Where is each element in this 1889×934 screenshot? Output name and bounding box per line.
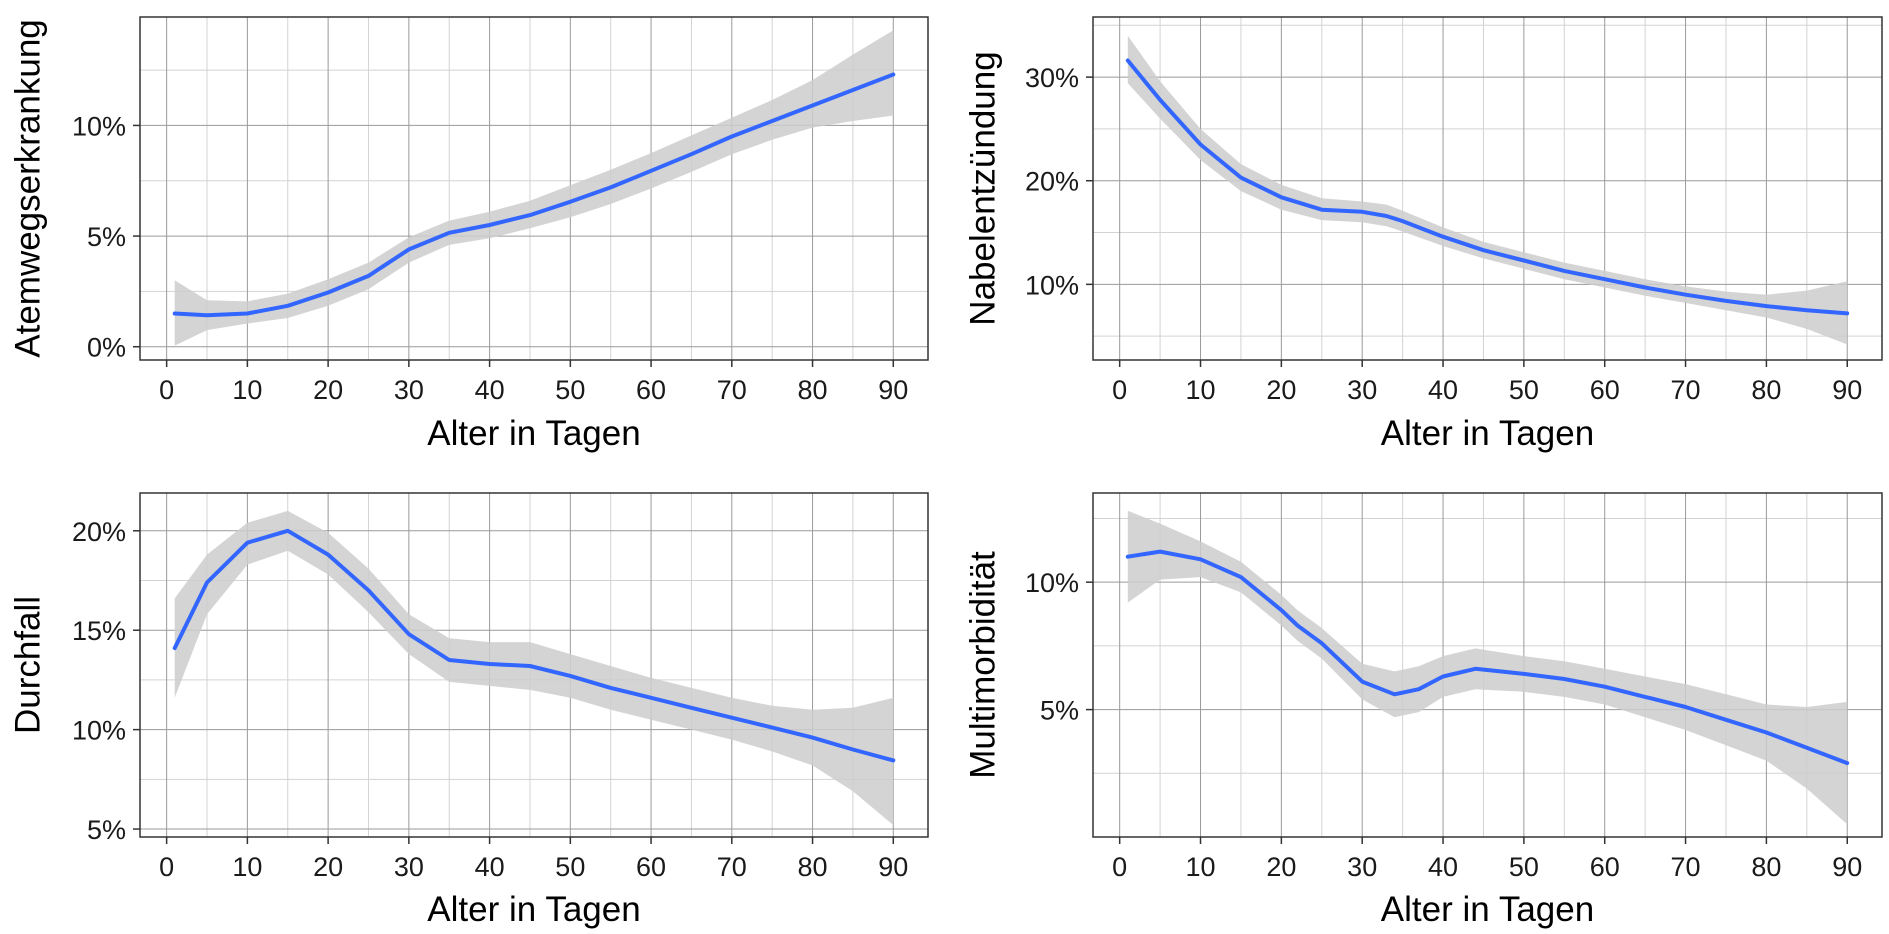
y-tick-label: 5% [87, 222, 126, 252]
y-tick-label: 15% [72, 616, 126, 646]
x-tick-label: 10 [232, 852, 262, 882]
y-axis-title: Multimorbidität [963, 551, 1002, 779]
x-tick-label: 80 [798, 375, 828, 405]
x-tick-label: 10 [1185, 852, 1215, 882]
y-tick-label: 20% [72, 517, 126, 547]
x-tick-label: 90 [878, 852, 908, 882]
y-axis-title: Atemwegserkrankung [8, 19, 47, 358]
trend-line [1125, 58, 1850, 316]
x-tick-label: 20 [1266, 852, 1296, 882]
x-tick-label: 10 [232, 375, 262, 405]
x-tick-label: 90 [1832, 375, 1862, 405]
panel-frame [1092, 492, 1883, 838]
x-tick-label: 90 [1832, 852, 1862, 882]
x-tick-label: 20 [1266, 375, 1296, 405]
panel-multimorbiditaet: 0 10 20 30 40 50 60 70 80 90 5% 10% Alter in Tagen Mu… [963, 492, 1883, 929]
x-tick-label: 60 [1590, 852, 1620, 882]
y-tick-label: 10% [1025, 270, 1079, 300]
panel-frame [139, 492, 929, 838]
x-tick-label: 70 [717, 375, 747, 405]
x-tick-label: 50 [555, 375, 585, 405]
y-axis-title: Nabelentzündung [963, 51, 1002, 325]
x-tick-label: 0 [159, 852, 174, 882]
x-tick-label: 50 [1509, 375, 1539, 405]
x-tick-label: 30 [1347, 852, 1377, 882]
x-tick-label: 60 [636, 375, 666, 405]
x-tick-label: 30 [394, 375, 424, 405]
x-tick-label: 60 [636, 852, 666, 882]
x-tick-label: 30 [1347, 375, 1377, 405]
x-tick-label: 50 [1509, 852, 1539, 882]
panel-nabelentzuendung: 0 10 20 30 40 50 60 70 80 90 10% 20% 30% Alter in Tag… [963, 16, 1883, 453]
x-tick-label: 60 [1590, 375, 1620, 405]
x-tick-label: 80 [1751, 375, 1781, 405]
x-tick-label: 70 [1671, 852, 1701, 882]
x-tick-label: 10 [1185, 375, 1215, 405]
x-axis-title: Alter in Tagen [1381, 414, 1594, 453]
y-tick-label: 5% [1040, 696, 1079, 726]
trend-line [172, 72, 896, 318]
x-tick-label: 90 [878, 375, 908, 405]
x-tick-label: 70 [1671, 375, 1701, 405]
x-tick-label: 70 [717, 852, 747, 882]
x-tick-label: 40 [475, 375, 505, 405]
y-tick-label: 10% [72, 716, 126, 746]
x-axis-title: Alter in Tagen [427, 414, 640, 453]
x-tick-label: 20 [313, 375, 343, 405]
x-tick-label: 40 [1428, 375, 1458, 405]
x-tick-label: 80 [798, 852, 828, 882]
confidence-band [1127, 35, 1848, 345]
x-tick-label: 0 [1112, 852, 1127, 882]
y-tick-label: 0% [87, 333, 126, 363]
panel-frame [139, 16, 929, 361]
panel-atemwegserkrankung: 0 10 20 30 40 50 60 70 80 90 0% 5% 10% Alter in Tagen… [8, 16, 929, 453]
panel-durchfall: 0 10 20 30 40 50 60 70 80 90 5% 10% 15% 20% Alter in T… [8, 492, 929, 929]
x-axis-title: Alter in Tagen [1381, 890, 1594, 929]
x-tick-label: 0 [159, 375, 174, 405]
x-tick-label: 20 [313, 852, 343, 882]
y-axis-title: Durchfall [8, 596, 47, 734]
panel-frame [1092, 16, 1883, 361]
trend-line [172, 528, 896, 763]
x-tick-label: 40 [1428, 852, 1458, 882]
x-tick-label: 50 [555, 852, 585, 882]
x-tick-label: 80 [1751, 852, 1781, 882]
confidence-band [1127, 510, 1848, 825]
x-tick-label: 40 [475, 852, 505, 882]
x-tick-label: 0 [1112, 375, 1127, 405]
x-axis-title: Alter in Tagen [427, 890, 640, 929]
y-tick-label: 20% [1025, 167, 1079, 197]
trend-line [1125, 549, 1850, 766]
y-tick-label: 30% [1025, 63, 1079, 93]
y-tick-label: 10% [72, 111, 126, 141]
x-tick-label: 30 [394, 852, 424, 882]
y-tick-label: 10% [1025, 568, 1079, 598]
y-tick-label: 5% [87, 815, 126, 845]
